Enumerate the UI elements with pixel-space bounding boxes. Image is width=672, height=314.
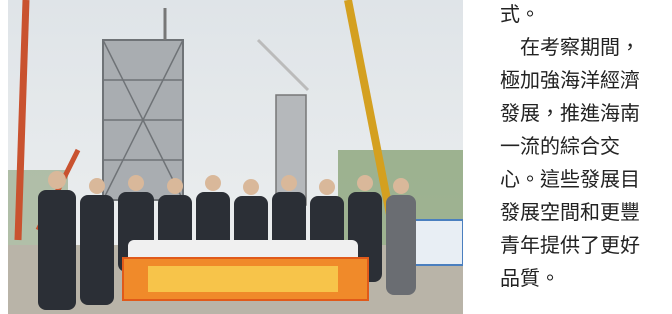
- photo: [8, 0, 463, 314]
- text-line: 發展空間和更豐: [500, 200, 640, 224]
- article-column: 式。 在考察期間， 極加強海洋經濟發展，推進海南一流的綜合交心。這些發展目發展空間…: [500, 0, 672, 314]
- text-line: 一流的綜合交: [500, 134, 620, 158]
- text-line: 心。這些發展目: [500, 167, 640, 191]
- text-line: 式。: [500, 2, 540, 26]
- page: 式。 在考察期間， 極加強海洋經濟發展，推進海南一流的綜合交心。這些發展目發展空間…: [0, 0, 672, 314]
- text-line: 在考察期間，: [500, 35, 640, 59]
- text-line: 品質。: [500, 266, 560, 290]
- text-line: 極加強海洋經濟: [500, 68, 640, 92]
- text-line: 青年提供了更好: [500, 233, 640, 257]
- text-line: 發展，推進海南: [500, 101, 640, 125]
